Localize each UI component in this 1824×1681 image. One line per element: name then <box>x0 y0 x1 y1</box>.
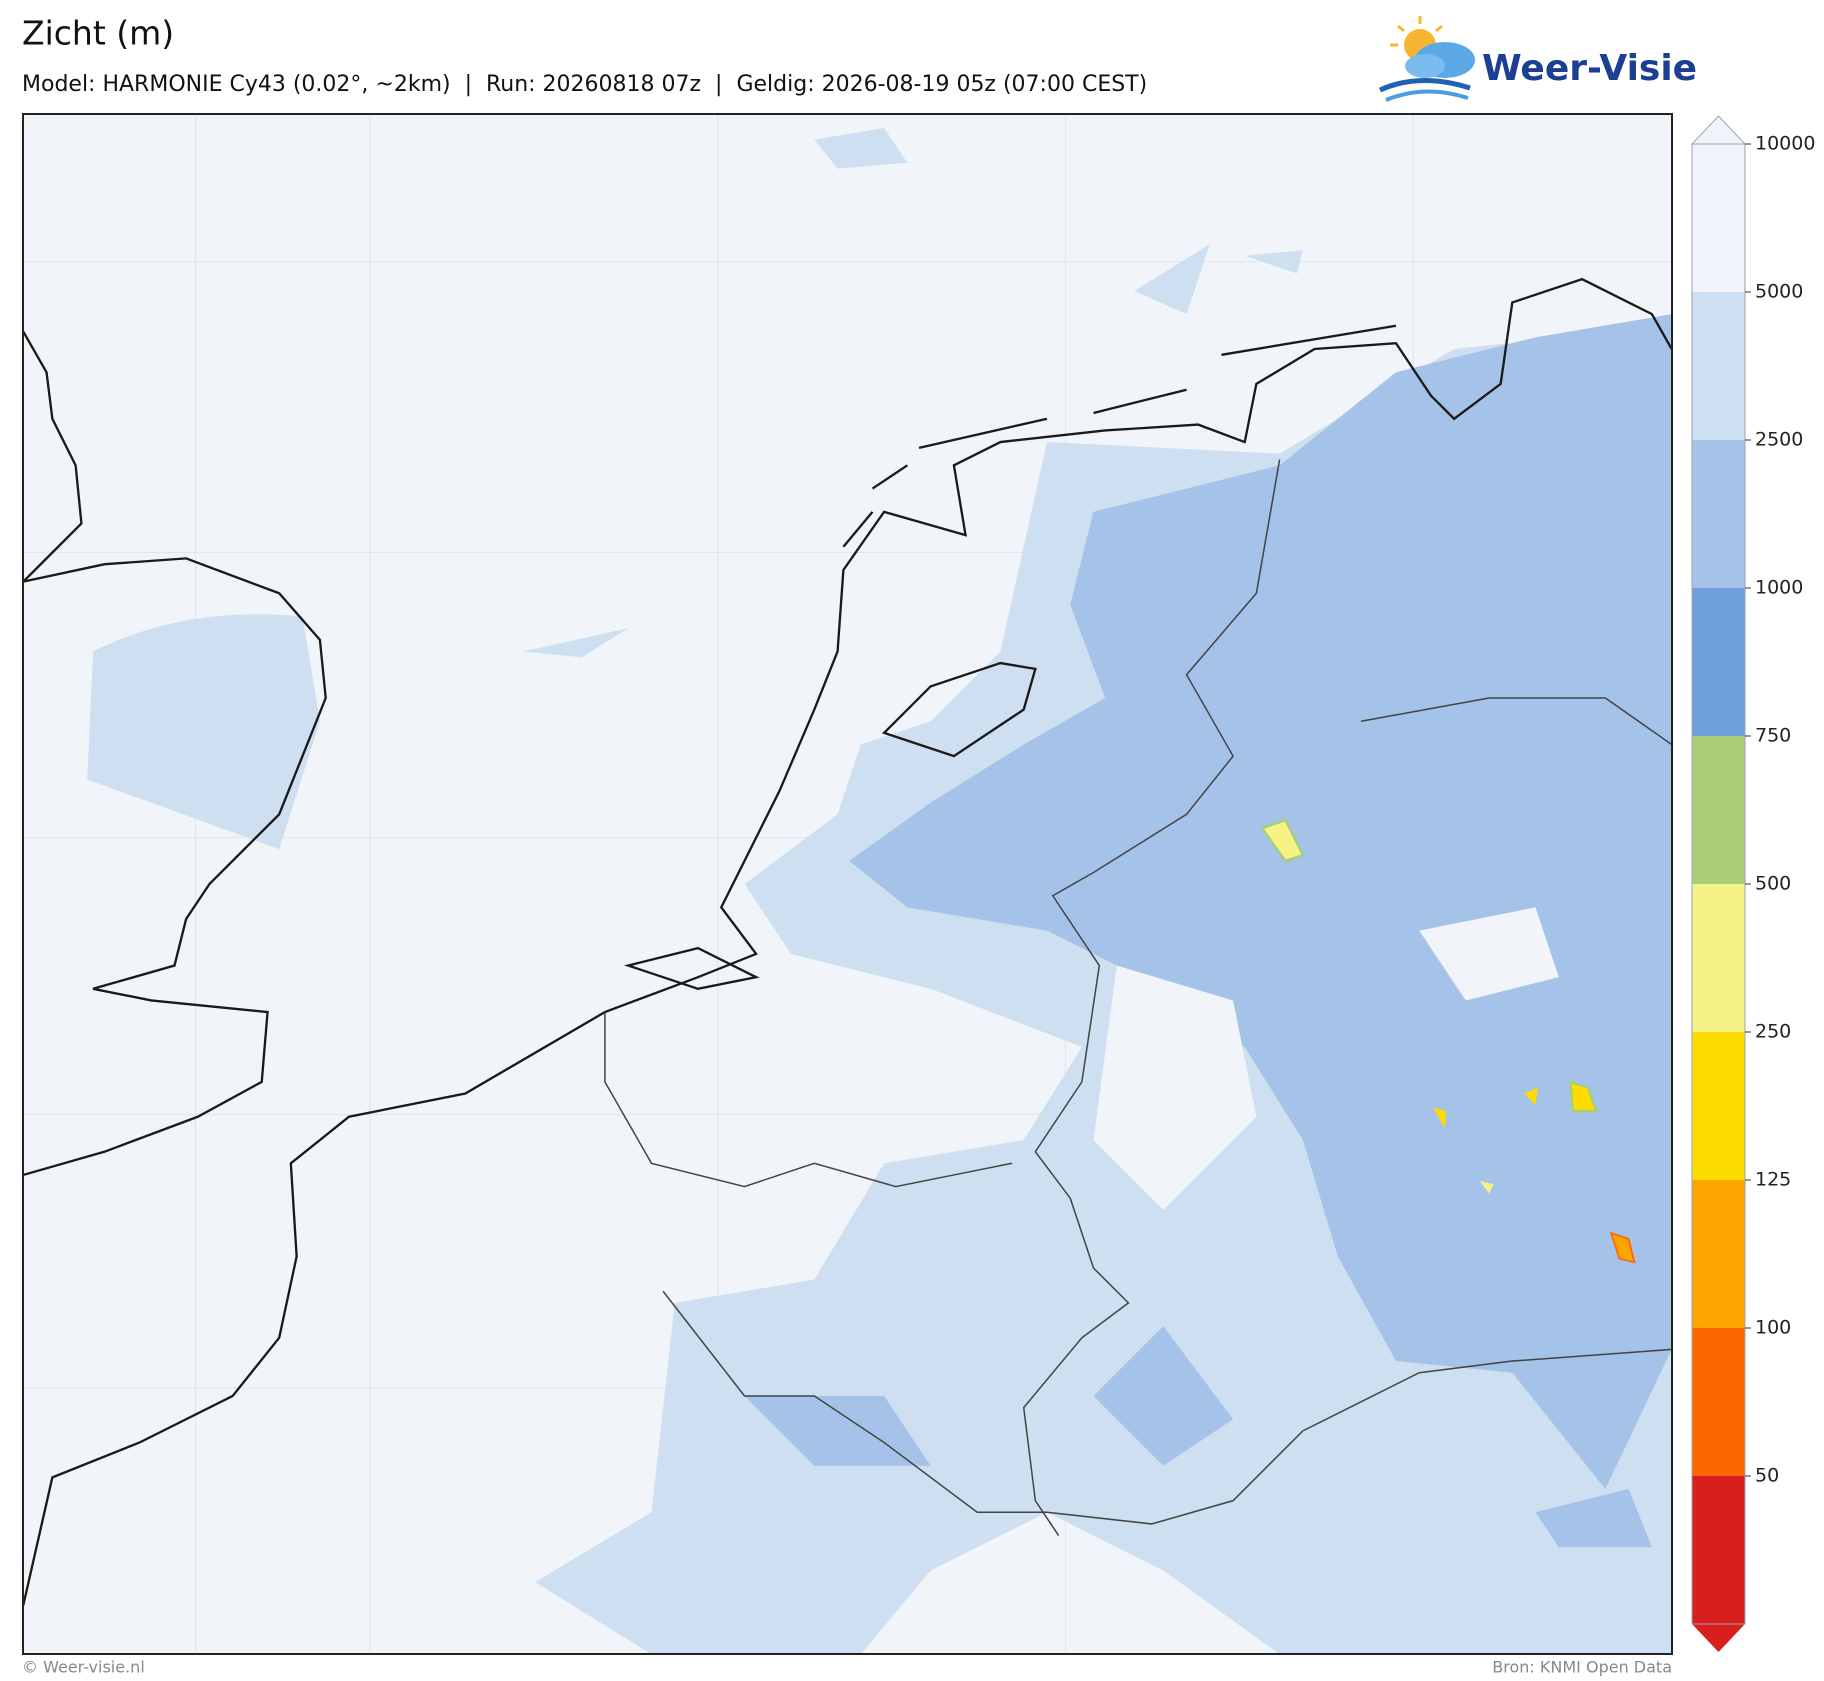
colorbar-tick-label: 2500 <box>1755 429 1803 451</box>
colorbar-band <box>1692 1476 1745 1624</box>
colorbar-tick-label: 10000 <box>1755 133 1815 155</box>
visibility-low <box>1260 818 1636 1264</box>
colorbar-band <box>1692 1032 1745 1180</box>
colorbar-extend-bottom <box>1692 1624 1745 1652</box>
colorbar-tick-label: 50 <box>1755 1465 1779 1487</box>
colorbar-band <box>1692 144 1745 292</box>
colorbar-tick-label: 5000 <box>1755 281 1803 303</box>
visibility-mid <box>744 314 1672 1548</box>
logo-text: Weer-Visie <box>1482 48 1697 89</box>
coastlines <box>22 277 1673 1606</box>
colorbar-band <box>1692 1328 1745 1476</box>
borders <box>604 459 1673 1536</box>
footer-left: © Weer-visie.nl <box>22 1658 145 1677</box>
colorbar-band <box>1692 292 1745 440</box>
colorbar-tick-label: 125 <box>1755 1169 1791 1191</box>
footer-right: Bron: KNMI Open Data <box>1492 1658 1672 1677</box>
colorbar-band <box>1692 440 1745 588</box>
title: Zicht (m) <box>22 14 174 53</box>
logo: Weer-Visie <box>1378 16 1697 102</box>
subtitle: Model: HARMONIE Cy43 (0.02°, ~2km) | Run… <box>22 72 1147 97</box>
colorbar: 10000 5000 2500 1000 750 500 250 125 100 50 <box>1690 115 1815 1652</box>
colorbar-tick-label: 500 <box>1755 873 1791 895</box>
colorbar-band <box>1692 588 1745 736</box>
colorbar-band <box>1692 736 1745 884</box>
colorbar-tick-label: 1000 <box>1755 577 1803 599</box>
colorbar-tick-label: 250 <box>1755 1021 1791 1043</box>
colorbar-band <box>1692 1180 1745 1328</box>
map-layers <box>22 114 1673 1655</box>
visibility-clear <box>1093 907 1559 1210</box>
colorbar-band <box>1692 884 1745 1032</box>
map <box>22 113 1673 1655</box>
colorbar-extend-top <box>1690 115 1747 145</box>
colorbar-tick-label: 100 <box>1755 1317 1791 1339</box>
colorbar-tick-label: 750 <box>1755 725 1791 747</box>
